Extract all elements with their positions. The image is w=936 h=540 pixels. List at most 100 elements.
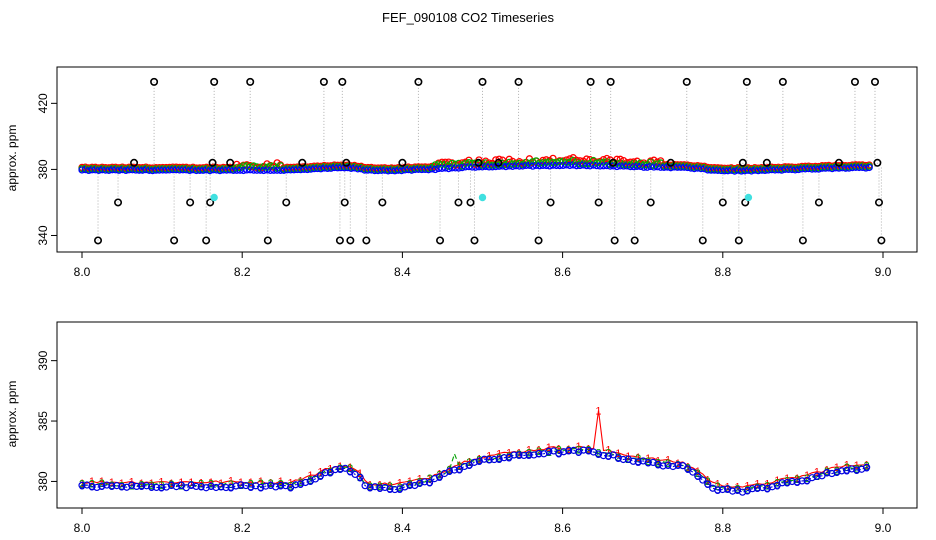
series-label-1: 1: [158, 476, 164, 488]
series-label-2: 2: [685, 462, 691, 474]
series-label-1: 1: [804, 470, 810, 482]
series-label-2: 2: [844, 462, 850, 474]
series-label-3: 3: [625, 454, 631, 466]
series-point-3: [247, 483, 255, 491]
series-label-1: 1: [844, 460, 850, 472]
series-point-3: [212, 483, 220, 492]
series-label-1: 1: [516, 447, 522, 459]
series-label-1: 1: [268, 478, 274, 490]
series-labels-bottom: 1 1 1 1 1 1 1 1 1 1 1 1 1 1 1 1 1 1 1 1 1 1 1 1 1 1 1 1 11 1 1 1 1 1 1 1 1 1 1…: [78, 405, 871, 498]
series-label-3: 3: [576, 447, 582, 459]
series-label-3: 3: [178, 480, 184, 492]
series-point-3: [391, 485, 399, 494]
series-label-2: 2: [645, 456, 651, 468]
series-label-1: 1: [576, 441, 582, 453]
series-point-3: [520, 451, 528, 460]
series-label-1: 1: [595, 405, 601, 417]
point-red: [603, 154, 611, 163]
series-label-3: 3: [864, 462, 870, 474]
point-outlier: [534, 236, 543, 245]
series-label-3: 3: [456, 464, 462, 476]
series-label-2: 2: [238, 480, 244, 492]
series-label-1: 1: [824, 464, 830, 476]
series-label-1: 1: [337, 461, 343, 473]
series-point-3: [545, 447, 553, 455]
series-label-2: 2: [804, 473, 810, 485]
series-point-3: [604, 452, 613, 460]
series-label-2: 2: [99, 478, 105, 490]
point-cyan: [478, 193, 487, 202]
series-label-1: 1: [79, 478, 85, 490]
plot-frame-bottom: [56, 321, 918, 509]
series-point-3: [500, 454, 508, 462]
top-xtick-label: 8.6: [554, 265, 571, 279]
series-point-3: [108, 482, 116, 490]
series-label-3: 3: [486, 455, 492, 467]
series-label-1: 1: [725, 481, 731, 493]
series-label-2: 2: [754, 482, 760, 494]
series-label-1: 1: [188, 477, 194, 489]
series-line-3: [81, 449, 867, 493]
point-outlier: [609, 158, 618, 167]
series-label-1: 1: [139, 478, 145, 490]
bottom-ytick-label: 390: [36, 350, 50, 370]
point-outlier: [514, 77, 523, 86]
series-label-1: 1: [715, 479, 721, 491]
series-label-2: 2: [496, 452, 502, 464]
series-label-2: 2: [516, 449, 522, 461]
series-line-1: [81, 410, 867, 488]
point-outlier: [208, 158, 217, 167]
series-point-3: [128, 481, 136, 489]
series-point-3: [758, 483, 766, 492]
axes-bottom: 8.0 8.2 8.4 8.6 8.8 9.0 380 385 390: [36, 350, 892, 535]
series-point-3: [654, 460, 662, 468]
point-outlier: [470, 236, 479, 245]
series-label-3: 3: [158, 482, 164, 494]
series-label-2: 2: [595, 448, 601, 460]
series-label-3: 3: [516, 450, 522, 462]
series-label-2: 2: [615, 452, 621, 464]
series-label-2: 2: [526, 447, 532, 459]
point-outlier: [346, 236, 355, 245]
series-label-2: 2: [407, 479, 413, 491]
series-label-2: 2: [129, 480, 135, 492]
series-label-2: 2: [437, 469, 443, 481]
series-point-3: [813, 472, 821, 480]
series-point-3: [480, 455, 488, 463]
point-outlier: [738, 158, 747, 167]
series-label-3: 3: [675, 460, 681, 472]
point-outlier: [834, 158, 843, 167]
point-outlier: [436, 236, 445, 245]
series-point-3: [783, 478, 791, 487]
series-point-3: [376, 484, 384, 492]
point-outlier: [246, 77, 255, 86]
series-label-3: 3: [357, 472, 363, 484]
series-label-2: 2: [377, 481, 383, 493]
panel-top: approx. ppm 8.0 8.2 8.4 8.6 8.8 9.0 340 380 420: [5, 66, 918, 279]
series-point-3: [634, 458, 642, 466]
series-point-3: [321, 469, 329, 477]
bottom-xtick-label: 9.0: [875, 521, 892, 535]
series-label-2: 2: [705, 476, 711, 488]
series-point-3: [699, 476, 707, 484]
series-label-3: 3: [446, 466, 452, 478]
series-label-2: 2: [725, 484, 731, 496]
panel-bottom: approx. ppm 8.0 8.2 8.4 8.6 8.8 9.0380385390 …: [5, 321, 918, 535]
series-label-3: 3: [327, 467, 333, 479]
series-label-2: 2: [228, 479, 234, 491]
point-outlier: [762, 158, 771, 167]
series-label-2: 2: [546, 447, 552, 459]
series-label-2: 2: [367, 481, 373, 493]
series-label-2: 2: [784, 475, 790, 487]
point-blue: [529, 162, 537, 170]
series-label-1: 1: [248, 477, 254, 489]
series-label-2: 2: [109, 480, 115, 492]
series-label-3: 3: [496, 454, 502, 466]
series-label-2: 2: [168, 479, 174, 491]
series-label-2: 2: [536, 446, 542, 458]
series-label-1: 1: [764, 479, 770, 491]
top-ytick-label: 340: [36, 225, 50, 245]
series-point-3: [296, 480, 305, 488]
point-blue: [646, 162, 655, 171]
